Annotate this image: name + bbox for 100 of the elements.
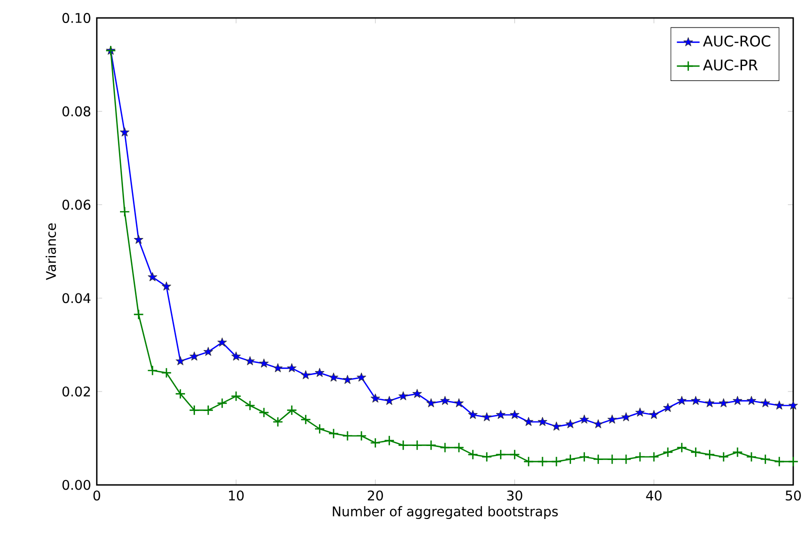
point — [648, 452, 660, 462]
point — [592, 454, 604, 465]
point — [314, 368, 324, 377]
point — [202, 404, 214, 416]
y-tick-label: 0.06 — [62, 200, 90, 210]
point — [440, 442, 450, 453]
point — [704, 398, 714, 408]
point — [231, 352, 241, 361]
y-tick-label: 0.10 — [62, 13, 90, 24]
point — [244, 400, 256, 411]
point — [370, 438, 381, 448]
point — [468, 449, 478, 460]
point — [481, 452, 492, 462]
point — [134, 234, 144, 244]
point — [175, 388, 186, 400]
point — [342, 430, 353, 442]
point — [287, 363, 296, 372]
point — [690, 447, 702, 458]
point — [551, 456, 562, 467]
point — [495, 449, 506, 460]
point — [328, 428, 339, 439]
x-tick-label: 30 — [507, 490, 522, 501]
point — [524, 417, 534, 426]
point — [398, 391, 408, 400]
point — [523, 456, 534, 467]
y-tick-label: 0.00 — [62, 480, 90, 490]
point — [384, 435, 395, 446]
point — [454, 398, 464, 408]
point — [760, 398, 770, 408]
point — [774, 400, 784, 410]
y-tick-label: 0.04 — [62, 293, 90, 304]
point — [217, 338, 227, 347]
legend-label: AUC-PR — [703, 60, 758, 71]
point — [510, 410, 520, 419]
y-tick-label: 0.02 — [62, 386, 90, 397]
point — [148, 272, 158, 282]
point — [412, 389, 422, 398]
point — [384, 396, 394, 405]
y-axis-title: Variance — [46, 223, 56, 280]
x-tick-label: 40 — [646, 490, 662, 501]
point — [578, 452, 590, 462]
point — [412, 440, 422, 451]
point — [258, 407, 270, 418]
point — [594, 419, 603, 428]
point — [301, 370, 310, 380]
point — [188, 404, 200, 416]
point — [176, 356, 186, 366]
point — [328, 372, 338, 382]
point — [662, 447, 674, 458]
legend-label: AUC-ROC — [703, 36, 770, 47]
point — [204, 347, 213, 356]
point — [580, 414, 589, 424]
point — [482, 412, 492, 422]
point — [537, 456, 548, 467]
point — [677, 396, 686, 405]
point — [133, 309, 144, 320]
point — [676, 442, 688, 453]
point — [649, 410, 659, 419]
x-tick-label: 50 — [786, 490, 801, 501]
point — [273, 363, 283, 372]
point — [342, 375, 352, 384]
point — [704, 449, 715, 460]
point — [565, 454, 576, 465]
point — [691, 396, 700, 405]
point — [398, 440, 409, 451]
point — [314, 424, 325, 434]
x-tick-label: 20 — [368, 490, 383, 501]
point — [440, 396, 450, 405]
point — [147, 365, 158, 376]
point — [621, 412, 631, 422]
point — [356, 372, 366, 382]
point — [566, 419, 576, 428]
point — [426, 440, 436, 451]
x-tick-label: 0 — [93, 490, 100, 501]
point — [286, 404, 298, 416]
point — [663, 403, 673, 412]
point — [606, 454, 618, 465]
point — [216, 398, 228, 409]
point — [788, 400, 798, 410]
point — [300, 414, 312, 425]
point — [718, 398, 728, 408]
y-tick-label: 0.08 — [62, 106, 90, 116]
point — [272, 416, 284, 428]
point — [746, 452, 757, 462]
point — [356, 430, 367, 442]
point — [454, 442, 464, 453]
point — [120, 128, 130, 136]
point — [259, 358, 269, 368]
point — [370, 394, 380, 403]
point — [788, 456, 799, 467]
point — [426, 398, 436, 408]
point — [119, 206, 130, 218]
x-tick-label: 10 — [229, 490, 244, 501]
point — [620, 454, 632, 465]
x-axis-title: Number of aggregated bootstraps — [332, 506, 558, 520]
point — [162, 282, 172, 291]
point — [634, 452, 646, 462]
point — [760, 454, 771, 465]
point — [774, 456, 785, 467]
point — [732, 447, 743, 458]
